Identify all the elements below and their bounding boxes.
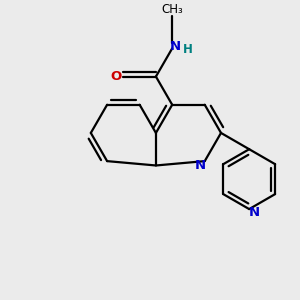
- Text: N: N: [249, 206, 260, 219]
- Text: H: H: [183, 44, 193, 56]
- Text: N: N: [169, 40, 181, 53]
- Text: O: O: [110, 70, 122, 83]
- Text: N: N: [195, 159, 206, 172]
- Text: CH₃: CH₃: [161, 3, 183, 16]
